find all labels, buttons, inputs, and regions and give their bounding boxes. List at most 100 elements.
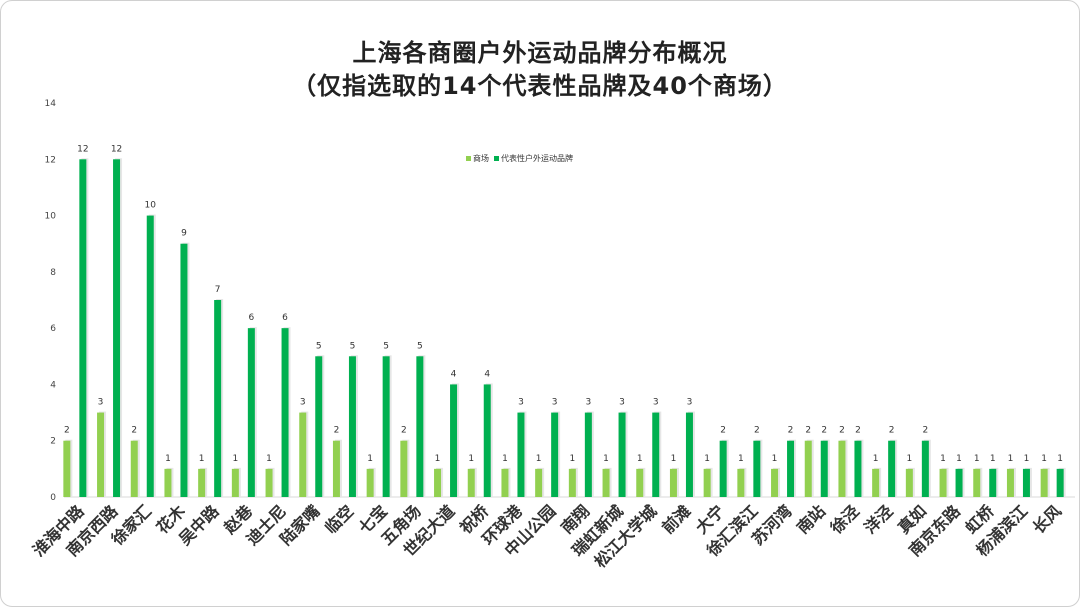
- bar-mall: [1006, 468, 1014, 497]
- bar-mall: [838, 440, 846, 497]
- chart-legend: 商场 代表性户外运动品牌: [466, 153, 573, 164]
- bar-mall: [231, 468, 239, 497]
- data-label: 5: [316, 341, 322, 351]
- data-label: 2: [839, 426, 845, 436]
- bar-mall: [872, 468, 880, 497]
- bar-brand: [955, 468, 963, 497]
- bar-brand: [79, 159, 87, 498]
- data-label: 12: [77, 144, 88, 154]
- bar-mall: [905, 468, 913, 497]
- bar-mall: [973, 468, 981, 497]
- data-label: 1: [502, 454, 508, 464]
- data-label: 5: [350, 341, 356, 351]
- data-label: 3: [518, 398, 524, 408]
- data-label: 1: [536, 454, 542, 464]
- x-tick-label: 吴中路: [175, 501, 223, 549]
- data-label: 1: [199, 454, 205, 464]
- bar-brand: [214, 300, 222, 497]
- bar-brand: [348, 356, 356, 497]
- bar-mall: [130, 440, 138, 497]
- data-label: 6: [248, 313, 254, 323]
- data-label: 12: [111, 144, 122, 154]
- bar-mall: [939, 468, 947, 497]
- bar-mall: [703, 468, 711, 497]
- data-label: 1: [435, 454, 441, 464]
- bar-brand: [416, 356, 424, 497]
- bar-brand: [753, 440, 761, 497]
- bar-mall: [804, 440, 812, 497]
- data-label: 6: [282, 313, 288, 323]
- bar-mall: [434, 468, 442, 497]
- data-label: 4: [451, 369, 457, 379]
- y-tick-label: 2: [50, 437, 56, 447]
- data-label: 9: [181, 229, 187, 239]
- bar-mall: [636, 468, 644, 497]
- x-tick-label: 南站: [793, 501, 829, 537]
- legend-label-mall: 商场: [473, 154, 489, 163]
- bar-mall: [400, 440, 408, 497]
- data-label: 2: [855, 426, 861, 436]
- bar-brand: [517, 412, 525, 497]
- bar-mall: [602, 468, 610, 497]
- data-label: 1: [367, 454, 373, 464]
- data-label: 5: [383, 341, 389, 351]
- data-label: 1: [990, 454, 996, 464]
- data-label: 2: [805, 426, 811, 436]
- data-label: 1: [873, 454, 879, 464]
- bar-brand: [719, 440, 727, 497]
- y-tick-label: 8: [50, 268, 56, 278]
- legend-swatch-brand: [494, 156, 499, 161]
- bar-brand: [551, 412, 559, 497]
- bar-brand: [483, 384, 491, 497]
- data-label: 1: [704, 454, 710, 464]
- bar-mall: [63, 440, 71, 497]
- data-label: 1: [232, 454, 238, 464]
- data-label: 1: [603, 454, 609, 464]
- bar-brand: [450, 384, 458, 497]
- data-label: 2: [334, 426, 340, 436]
- bar-mall: [669, 468, 677, 497]
- data-label: 3: [98, 398, 104, 408]
- data-label: 2: [788, 426, 794, 436]
- legend-item-mall: 商场: [466, 153, 489, 164]
- bar-brand: [315, 356, 323, 497]
- bar-brand: [685, 412, 693, 497]
- bar-mall: [164, 468, 172, 497]
- bar-brand: [146, 215, 154, 498]
- data-label: 1: [266, 454, 272, 464]
- data-label: 3: [552, 398, 558, 408]
- bar-brand: [382, 356, 390, 497]
- bar-brand: [180, 243, 188, 497]
- data-label: 1: [940, 454, 946, 464]
- data-label: 3: [653, 398, 659, 408]
- x-tick-label: 长风: [1029, 501, 1065, 537]
- bar-brand: [820, 440, 828, 497]
- bar-brand: [1022, 468, 1030, 497]
- bar-brand: [281, 328, 289, 497]
- bar-brand: [888, 440, 896, 497]
- y-tick-label: 4: [50, 380, 56, 390]
- bar-brand: [247, 328, 255, 497]
- bar-mall: [771, 468, 779, 497]
- bar-mall: [299, 412, 307, 497]
- data-label: 1: [468, 454, 474, 464]
- bar-brand: [113, 159, 121, 498]
- y-tick-label: 0: [50, 493, 56, 503]
- bar-mall: [332, 440, 340, 497]
- bar-brand: [989, 468, 997, 497]
- data-label: 1: [974, 454, 980, 464]
- bar-mall: [198, 468, 206, 497]
- bar-mall: [97, 412, 105, 497]
- legend-item-brand: 代表性户外运动品牌: [494, 153, 573, 164]
- chart-title: 上海各商圈户外运动品牌分布概况: [352, 39, 728, 67]
- data-label: 2: [131, 426, 137, 436]
- x-tick-label: 洋泾: [860, 501, 896, 537]
- data-label: 2: [922, 426, 928, 436]
- data-label: 1: [956, 454, 962, 464]
- bar-brand: [787, 440, 795, 497]
- data-label: 2: [754, 426, 760, 436]
- legend-label-brand: 代表性户外运动品牌: [501, 154, 573, 163]
- data-label: 2: [64, 426, 70, 436]
- y-tick-label: 12: [45, 155, 56, 165]
- data-label: 2: [720, 426, 726, 436]
